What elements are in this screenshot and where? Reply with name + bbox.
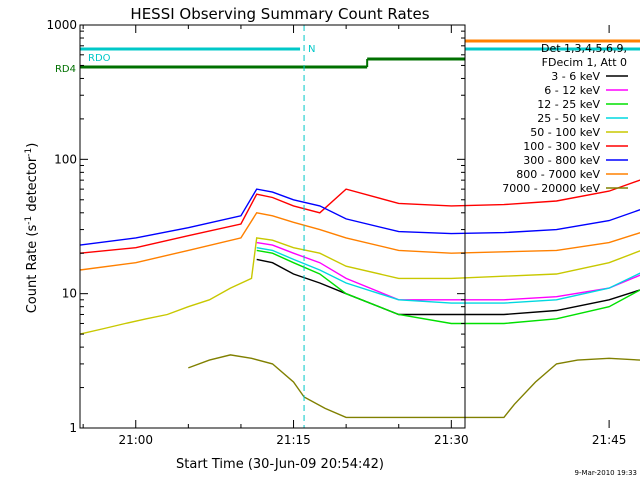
y-tick-label-3: 1000 — [46, 18, 77, 32]
series-line-3 — [256, 247, 640, 304]
y-tick-label-1: 10 — [62, 287, 77, 301]
plot-frame — [79, 24, 466, 429]
legend-label-1: 6 - 12 keV — [544, 84, 600, 97]
legend-label-2: 12 - 25 keV — [537, 98, 600, 111]
x-tick-label-2: 21:30 — [434, 433, 469, 447]
x-tick-label-0: 21:00 — [118, 433, 153, 447]
legend-label-5: 100 - 300 keV — [523, 140, 600, 153]
flags-group: RDORD4NS — [55, 25, 640, 428]
x-axis-label: Start Time (30-Jun-09 20:54:42) — [176, 457, 384, 472]
series-line-2 — [256, 249, 640, 325]
plot-area — [80, 25, 465, 428]
legend-header-2: FDecim 1, Att 0 — [542, 56, 627, 69]
x-tick-label-3: 21:45 — [592, 433, 627, 447]
series-line-4 — [79, 237, 640, 335]
legend-header-1: Det 1,3,4,5,6,9, — [541, 42, 627, 55]
y-tick-label-2: 100 — [54, 152, 77, 166]
flag-label-rd4: RD4 — [55, 64, 76, 75]
legend-label-7: 800 - 7000 keV — [516, 168, 600, 181]
legend: Det 1,3,4,5,6,9, FDecim 1, Att 0 3 - 6 k… — [502, 42, 628, 195]
legend-label-6: 300 - 800 keV — [523, 154, 600, 167]
series-line-8 — [188, 354, 640, 419]
legend-label-8: 7000 - 20000 keV — [502, 182, 600, 195]
series-group — [79, 179, 640, 419]
series-line-7 — [79, 212, 640, 271]
legend-label-3: 25 - 50 keV — [537, 112, 600, 125]
timestamp: 9-Mar-2010 19:33 — [575, 469, 637, 477]
flag-label-rdo: RDO — [88, 53, 111, 64]
series-line-0 — [256, 258, 640, 316]
y-axis-label: Count Rate (s-1 detector-1) — [24, 143, 40, 314]
series-line-5 — [79, 179, 640, 254]
x-tick-label-1: 21:15 — [276, 433, 311, 447]
axes-group: 21:0021:1521:3021:4522:0022:1522:3011010… — [46, 18, 627, 447]
plot-background — [80, 25, 465, 428]
y-tick-label-0: 1 — [69, 421, 77, 435]
series-line-6 — [79, 188, 640, 246]
chart-title: HESSI Observing Summary Count Rates — [130, 5, 429, 23]
legend-label-4: 50 - 100 keV — [530, 126, 600, 139]
series-line-1 — [256, 241, 640, 301]
flag-label-n: N — [308, 44, 315, 55]
legend-label-0: 3 - 6 keV — [551, 70, 600, 83]
